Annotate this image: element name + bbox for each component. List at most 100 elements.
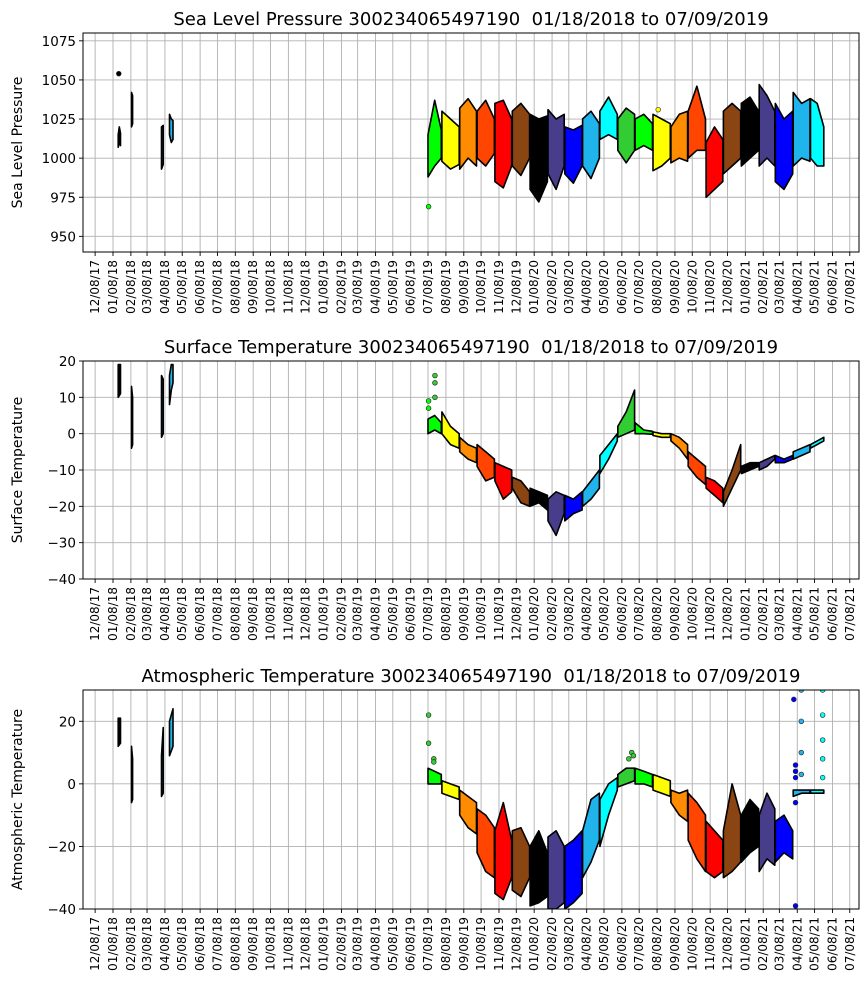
x-tick-label: 03/08/18 xyxy=(140,917,154,971)
x-tick-label: 01/08/21 xyxy=(738,260,752,314)
data-point xyxy=(819,690,826,693)
x-tick-label: 10/08/20 xyxy=(685,587,699,641)
x-tick-label: 04/08/19 xyxy=(369,917,383,971)
x-tick-label: 01/08/18 xyxy=(106,587,120,641)
y-tick-label: 0 xyxy=(67,777,76,793)
x-tick-label: 03/08/19 xyxy=(351,917,365,971)
x-tick-label: 09/08/19 xyxy=(457,587,471,641)
x-tick-label: 03/08/21 xyxy=(772,260,786,314)
x-tick-label: 05/08/20 xyxy=(597,917,611,971)
data-point xyxy=(791,696,797,703)
data-point xyxy=(425,712,432,718)
y-tick-label: 10 xyxy=(59,390,76,406)
data-band-sep20 xyxy=(670,789,689,823)
data-band-aug19 xyxy=(441,110,461,170)
data-band-jul20 xyxy=(634,421,654,436)
x-tick-label: 09/08/19 xyxy=(457,260,471,314)
x-tick-label: 10/08/19 xyxy=(474,587,488,641)
x-tick-label: 02/08/19 xyxy=(334,260,348,314)
x-tick-label: 05/08/21 xyxy=(808,587,822,641)
x-tick-label: 03/08/21 xyxy=(772,917,786,971)
data-point xyxy=(792,768,799,775)
x-tick-label: 05/08/18 xyxy=(175,587,189,641)
x-tick-label: 03/08/19 xyxy=(351,260,365,314)
data-band-dec20 xyxy=(722,443,742,508)
data-band-feb21 xyxy=(758,792,776,873)
x-tick-label: 08/08/20 xyxy=(650,260,664,314)
data-band-aug20 xyxy=(652,773,672,798)
data-band-sep19 xyxy=(458,789,478,835)
data-band-jul19 xyxy=(427,414,443,435)
data-band-jan21 xyxy=(740,798,760,863)
x-tick-label: 01/08/18 xyxy=(106,260,120,314)
x-tick-label: 06/08/18 xyxy=(193,260,207,314)
chart-title: Sea Level Pressure 300234065497190 01/18… xyxy=(173,9,768,30)
x-tick-label: 03/08/20 xyxy=(562,260,576,314)
axes-frame xyxy=(82,360,860,580)
x-tick-label: 03/08/18 xyxy=(140,587,154,641)
x-tick-label: 07/08/19 xyxy=(421,917,435,971)
x-tick-label: 05/08/19 xyxy=(386,917,400,971)
x-tick-label: 10/08/20 xyxy=(685,917,699,971)
x-tick-label: 01/08/19 xyxy=(317,587,331,641)
y-tick-label: −30 xyxy=(48,536,77,552)
x-tick-label: 07/08/21 xyxy=(843,260,857,314)
x-tick-label: 01/08/21 xyxy=(738,917,752,971)
y-tick-label: −20 xyxy=(48,499,77,515)
data-band-apr18a xyxy=(160,374,164,439)
data-point xyxy=(792,903,799,909)
x-tick-label: 09/08/19 xyxy=(457,917,471,971)
x-tick-label: 05/08/18 xyxy=(175,917,189,971)
data-point xyxy=(626,756,632,762)
data-point xyxy=(630,752,637,759)
data-band-jan21 xyxy=(740,96,760,167)
x-tick-label: 08/08/18 xyxy=(228,260,242,314)
x-tick-label: 12/08/18 xyxy=(299,587,313,641)
data-point xyxy=(432,380,438,386)
data-band-jul20 xyxy=(634,767,654,788)
x-tick-label: 12/08/19 xyxy=(509,917,523,971)
y-axis-label: Atmospheric Temperature xyxy=(10,709,26,890)
data-point xyxy=(425,740,432,746)
data-band-sep19 xyxy=(458,436,478,464)
x-tick-label: 02/08/21 xyxy=(756,587,770,641)
data-band-mar20 xyxy=(563,829,583,909)
data-point xyxy=(425,203,432,210)
x-tick-label: 01/08/20 xyxy=(527,260,541,314)
data-point xyxy=(798,718,805,724)
x-tick-label: 07/08/19 xyxy=(421,260,435,314)
data-band-sep20 xyxy=(670,432,689,460)
data-band-apr18b xyxy=(168,363,174,406)
chart-title: Surface Temperature 300234065497190 01/1… xyxy=(164,337,778,358)
x-tick-label: 03/08/19 xyxy=(351,587,365,641)
x-tick-label: 12/08/17 xyxy=(88,260,102,314)
x-tick-label: 12/08/20 xyxy=(720,917,734,971)
x-tick-label: 12/08/20 xyxy=(720,260,734,314)
data-band-feb20 xyxy=(547,108,566,191)
x-tick-label: 04/08/18 xyxy=(158,260,172,314)
data-band-nov19 xyxy=(494,801,513,901)
data-point xyxy=(792,762,799,768)
data-band-may21 xyxy=(809,789,825,795)
x-tick-label: 05/08/21 xyxy=(808,917,822,971)
x-tick-label: 05/08/20 xyxy=(597,587,611,641)
y-tick-label: 20 xyxy=(59,714,76,730)
data-band-apr21 xyxy=(792,91,811,167)
x-tick-label: 04/08/21 xyxy=(790,917,804,971)
x-tick-label: 06/08/20 xyxy=(615,260,629,314)
data-band-apr20 xyxy=(581,469,601,508)
x-tick-label: 08/08/20 xyxy=(650,917,664,971)
x-tick-label: 10/08/19 xyxy=(474,260,488,314)
x-tick-label: 11/08/18 xyxy=(281,587,295,641)
data-point xyxy=(116,70,122,77)
x-tick-label: 07/08/18 xyxy=(210,587,224,641)
x-tick-label: 08/08/18 xyxy=(228,917,242,971)
data-band-dec20 xyxy=(722,783,742,879)
x-tick-label: 05/08/19 xyxy=(386,587,400,641)
subplot-1: 950 975 1000 1025 1050 1075 12/08/17 01/08/18 02… xyxy=(10,9,860,314)
data-band-jan18 xyxy=(117,363,122,399)
x-tick-label: 11/08/20 xyxy=(703,587,717,641)
y-tick-label: 1075 xyxy=(42,34,76,50)
data-band-feb20 xyxy=(547,490,566,537)
x-tick-label: 05/08/20 xyxy=(597,260,611,314)
